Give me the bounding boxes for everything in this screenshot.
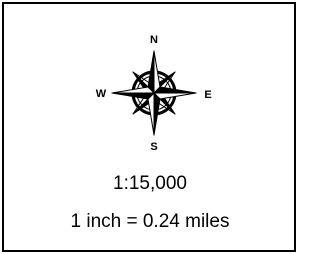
west-label: W [96, 88, 107, 100]
scale-ratio: 1:15,000 [113, 173, 187, 194]
map-legend: N E S W 1:15,000 1 inch = 0.24 miles [0, 0, 298, 254]
south-label: S [150, 141, 157, 153]
page: N E S W 1:15,000 1 inch = 0.24 miles (()… [0, 0, 298, 254]
north-label: N [150, 34, 158, 46]
east-label: E [204, 89, 211, 101]
scale-distance: 1 inch = 0.24 miles [71, 211, 230, 232]
